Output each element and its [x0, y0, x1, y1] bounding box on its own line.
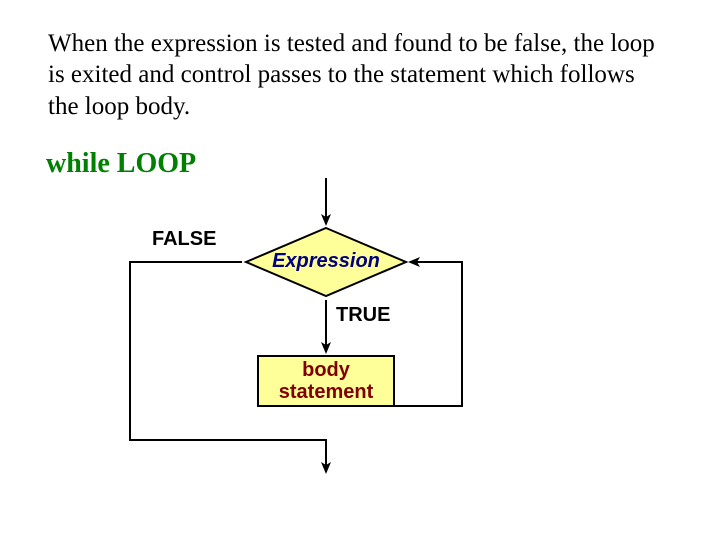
false-label: FALSE: [152, 228, 216, 251]
expression-label: Expression: [266, 250, 386, 273]
edge-loopback: [394, 262, 462, 406]
true-label: TRUE: [336, 304, 390, 327]
body-statement-label: bodystatement: [258, 359, 394, 403]
